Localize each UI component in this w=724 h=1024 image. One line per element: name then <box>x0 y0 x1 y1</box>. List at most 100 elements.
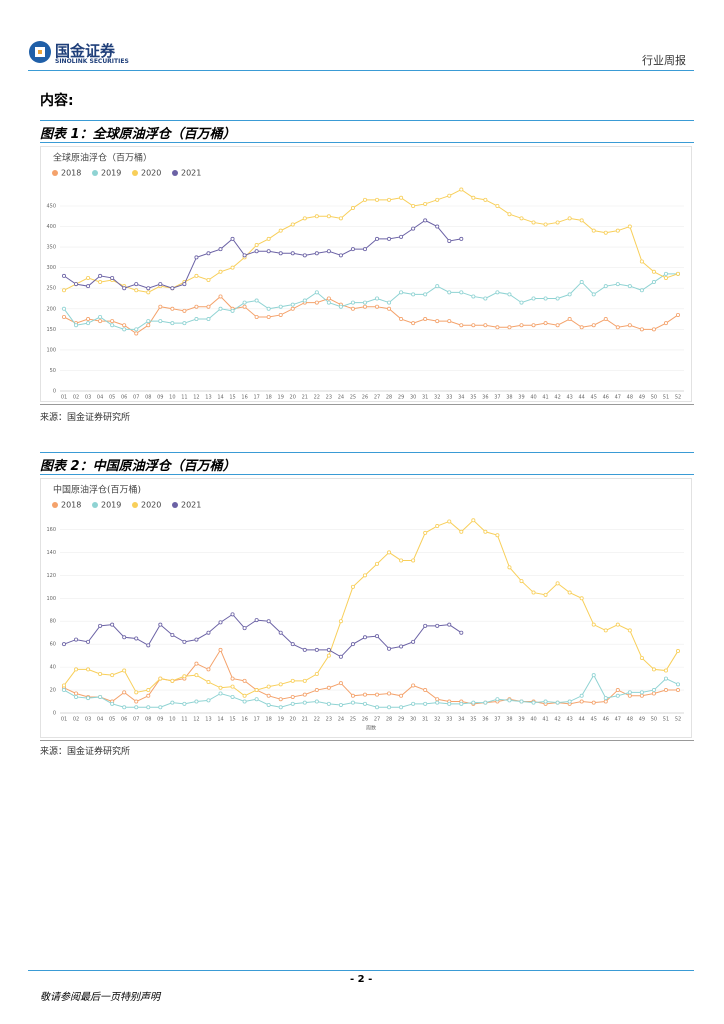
data-point <box>603 696 608 701</box>
data-point <box>266 702 271 707</box>
x-tick-label: 05 <box>109 717 115 723</box>
data-point <box>507 292 512 297</box>
x-tick-label: 15 <box>229 395 235 401</box>
legend-marker <box>172 170 178 176</box>
data-point <box>639 655 644 660</box>
data-point <box>555 581 560 586</box>
data-point <box>98 671 103 676</box>
data-point <box>218 647 223 652</box>
x-tick-label: 49 <box>639 395 645 401</box>
data-point <box>651 327 656 332</box>
data-point <box>254 688 259 693</box>
x-tick-label: 47 <box>615 717 621 723</box>
data-point <box>447 701 452 706</box>
data-point <box>603 628 608 633</box>
x-tick-label: 21 <box>302 395 308 401</box>
data-point <box>254 314 259 319</box>
data-point <box>110 323 115 328</box>
x-tick-label: 35 <box>470 395 476 401</box>
data-point <box>86 639 91 644</box>
data-point <box>435 319 440 324</box>
data-point <box>591 323 596 328</box>
data-point <box>591 622 596 627</box>
data-point <box>375 705 380 710</box>
data-point <box>676 649 681 654</box>
data-point <box>447 519 452 524</box>
source: 来源：国金证券研究所 <box>40 413 131 423</box>
x-tick-label: 17 <box>253 395 259 401</box>
data-point <box>326 300 331 305</box>
data-point <box>362 304 367 309</box>
data-point <box>170 700 175 705</box>
data-point <box>591 673 596 678</box>
data-point <box>74 323 79 328</box>
data-point <box>230 684 235 689</box>
data-point <box>663 688 668 693</box>
series-line <box>63 273 678 330</box>
data-point <box>61 273 66 278</box>
data-point <box>230 676 235 681</box>
data-point <box>567 216 572 221</box>
data-point <box>495 533 500 538</box>
data-point <box>314 300 319 305</box>
data-point <box>326 214 331 219</box>
header-line <box>28 70 694 71</box>
company-en: SINOLINK SECURITIES <box>55 58 129 65</box>
data-point <box>639 690 644 695</box>
x-tick-label: 22 <box>314 395 320 401</box>
data-point <box>86 321 91 326</box>
data-point <box>447 622 452 627</box>
data-point <box>254 243 259 248</box>
data-point <box>158 319 163 324</box>
data-point <box>399 644 404 649</box>
data-point <box>242 253 247 258</box>
data-point <box>435 197 440 202</box>
y-tick-label: 0 <box>53 711 56 717</box>
data-point <box>74 637 79 642</box>
data-point <box>134 288 139 293</box>
legend-marker <box>132 502 138 508</box>
data-point <box>314 214 319 219</box>
data-point <box>435 700 440 705</box>
x-tick-label: 02 <box>73 395 79 401</box>
x-tick-label: 03 <box>85 395 91 401</box>
data-point <box>543 296 548 301</box>
x-tick-label: 09 <box>157 395 163 401</box>
data-point <box>531 296 536 301</box>
y-tick-label: 0 <box>53 389 56 395</box>
x-tick-label: 52 <box>675 395 681 401</box>
data-point <box>266 306 271 311</box>
data-point <box>61 683 66 688</box>
data-point <box>194 273 199 278</box>
data-point <box>266 684 271 689</box>
data-point <box>615 228 620 233</box>
series-line <box>63 295 679 335</box>
rule <box>40 404 694 405</box>
data-point <box>423 530 428 535</box>
data-point <box>314 251 319 256</box>
data-point <box>170 632 175 637</box>
data-point <box>375 236 380 241</box>
data-point <box>254 697 259 702</box>
data-point <box>302 700 307 705</box>
x-tick-label: 03 <box>85 717 91 723</box>
x-tick-label: 05 <box>109 395 115 401</box>
data-point <box>74 667 79 672</box>
data-point <box>663 668 668 673</box>
data-point <box>411 204 416 209</box>
data-point <box>110 275 115 280</box>
x-tick-label: 18 <box>265 717 271 723</box>
x-tick-label: 12 <box>193 395 199 401</box>
y-tick-label: 200 <box>46 306 56 312</box>
x-tick-label: 36 <box>482 717 488 723</box>
data-point <box>110 673 115 678</box>
x-tick-label: 20 <box>290 717 296 723</box>
data-point <box>206 680 211 685</box>
x-tick-label: 44 <box>578 717 584 723</box>
y-tick-label: 100 <box>46 596 56 602</box>
data-point <box>158 622 163 627</box>
data-point <box>338 253 343 258</box>
report-type: 行业周报 <box>642 54 686 67</box>
x-tick-label: 40 <box>530 395 536 401</box>
data-point <box>399 290 404 295</box>
